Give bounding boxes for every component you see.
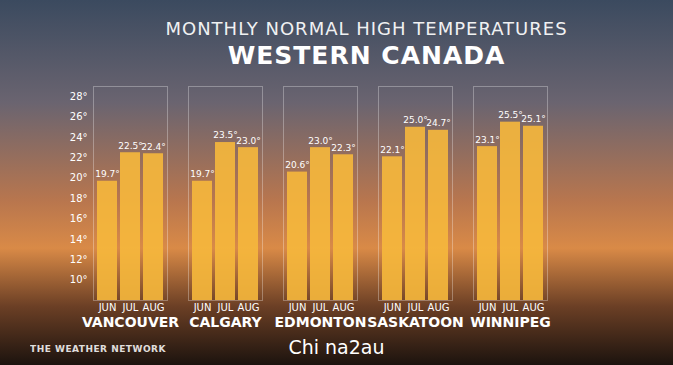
svg-text:AUG: AUG	[143, 302, 165, 313]
svg-text:23.5°: 23.5°	[213, 130, 238, 140]
svg-text:23.0°: 23.0°	[308, 136, 333, 146]
svg-text:24°: 24°	[70, 132, 88, 143]
svg-text:JUL: JUL	[502, 302, 519, 313]
svg-text:SASKATOON: SASKATOON	[367, 314, 464, 330]
svg-text:26°: 26°	[70, 111, 88, 122]
svg-text:JUL: JUL	[312, 302, 329, 313]
html-text:THE WEATHER NETWORK: THE WEATHER NETWORK	[30, 344, 166, 354]
svg-text:AUG: AUG	[523, 302, 545, 313]
svg-text:19.7°: 19.7°	[95, 169, 120, 179]
svg-text:25.0°: 25.0°	[403, 115, 428, 125]
html-text:WESTERN CANADA: WESTERN CANADA	[227, 41, 506, 70]
svg-text:JUL: JUL	[407, 302, 424, 313]
svg-text:EDMONTON: EDMONTON	[275, 314, 367, 330]
svg-text:20.6°: 20.6°	[285, 160, 310, 170]
html-text:Chi na2au: Chi na2au	[288, 336, 385, 358]
svg-text:VANCOUVER: VANCOUVER	[82, 314, 179, 330]
svg-text:JUN: JUN	[193, 302, 212, 313]
svg-text:28°: 28°	[70, 91, 88, 102]
svg-text:AUG: AUG	[238, 302, 260, 313]
svg-text:JUL: JUL	[122, 302, 139, 313]
svg-text:18°: 18°	[70, 193, 88, 204]
svg-text:23.1°: 23.1°	[475, 135, 500, 145]
svg-text:AUG: AUG	[333, 302, 355, 313]
svg-text:25.1°: 25.1°	[521, 114, 546, 124]
svg-text:JUN: JUN	[288, 302, 307, 313]
svg-text:22.3°: 22.3°	[331, 143, 356, 153]
svg-text:AUG: AUG	[428, 302, 450, 313]
svg-text:JUN: JUN	[383, 302, 402, 313]
svg-text:25.5°: 25.5°	[498, 110, 523, 120]
svg-text:24.7°: 24.7°	[426, 118, 451, 128]
svg-text:CALGARY: CALGARY	[189, 314, 262, 330]
svg-text:10°: 10°	[70, 274, 88, 285]
svg-text:WINNIPEG: WINNIPEG	[470, 314, 551, 330]
svg-text:JUN: JUN	[98, 302, 117, 313]
svg-text:JUL: JUL	[217, 302, 234, 313]
svg-text:14°: 14°	[70, 234, 88, 245]
svg-text:22.1°: 22.1°	[380, 145, 405, 155]
svg-text:20°: 20°	[70, 172, 88, 183]
svg-text:JUN: JUN	[478, 302, 497, 313]
html-text:MONTHLY NORMAL HIGH TEMPERATUR: MONTHLY NORMAL HIGH TEMPERATURES	[165, 18, 568, 39]
svg-text:22.4°: 22.4°	[141, 142, 166, 152]
svg-text:19.7°: 19.7°	[190, 169, 215, 179]
svg-text:16°: 16°	[70, 213, 88, 224]
svg-text:23.0°: 23.0°	[236, 136, 261, 146]
svg-text:22.5°: 22.5°	[118, 141, 143, 151]
svg-text:22°: 22°	[70, 152, 88, 163]
svg-text:12°: 12°	[70, 254, 88, 265]
